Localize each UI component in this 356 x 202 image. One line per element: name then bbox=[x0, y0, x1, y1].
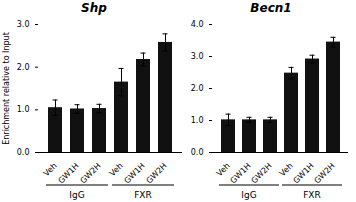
svg-text:4.0: 4.0 bbox=[191, 20, 204, 29]
html-text:Becn1: Becn1 bbox=[250, 1, 292, 15]
svg-text:Veh: Veh bbox=[108, 161, 125, 178]
svg-text:GW1H: GW1H bbox=[57, 161, 81, 185]
svg-text:Enrichment relative to Input: Enrichment relative to Input bbox=[2, 32, 11, 145]
svg-text:GW2H: GW2H bbox=[145, 161, 169, 185]
svg-text:GW2H: GW2H bbox=[79, 161, 103, 185]
svg-text:Veh: Veh bbox=[42, 161, 59, 178]
svg-text:Veh: Veh bbox=[215, 161, 232, 178]
svg-text:1.0: 1.0 bbox=[191, 116, 204, 125]
svg-text:IgG: IgG bbox=[69, 190, 84, 200]
svg-text:GW1H: GW1H bbox=[292, 161, 316, 185]
svg-text:GW1H: GW1H bbox=[123, 161, 147, 185]
svg-text:3.0: 3.0 bbox=[191, 52, 204, 61]
svg-text:0.0: 0.0 bbox=[17, 148, 30, 157]
svg-text:IgG: IgG bbox=[241, 190, 256, 200]
svg-text:Veh: Veh bbox=[278, 161, 295, 178]
svg-text:GW1H: GW1H bbox=[229, 161, 253, 185]
svg-text:FXR: FXR bbox=[134, 190, 152, 200]
svg-text:GW2H: GW2H bbox=[250, 161, 274, 185]
svg-text:FXR: FXR bbox=[303, 190, 321, 200]
svg-text:3.0: 3.0 bbox=[17, 20, 30, 29]
html-text:Shp: Shp bbox=[81, 1, 107, 15]
svg-text:1.0: 1.0 bbox=[17, 105, 30, 114]
svg-text:GW2H: GW2H bbox=[313, 161, 337, 185]
svg-text:2.0: 2.0 bbox=[191, 84, 204, 93]
svg-text:0.0: 0.0 bbox=[191, 148, 204, 157]
svg-text:2.0: 2.0 bbox=[17, 63, 30, 72]
